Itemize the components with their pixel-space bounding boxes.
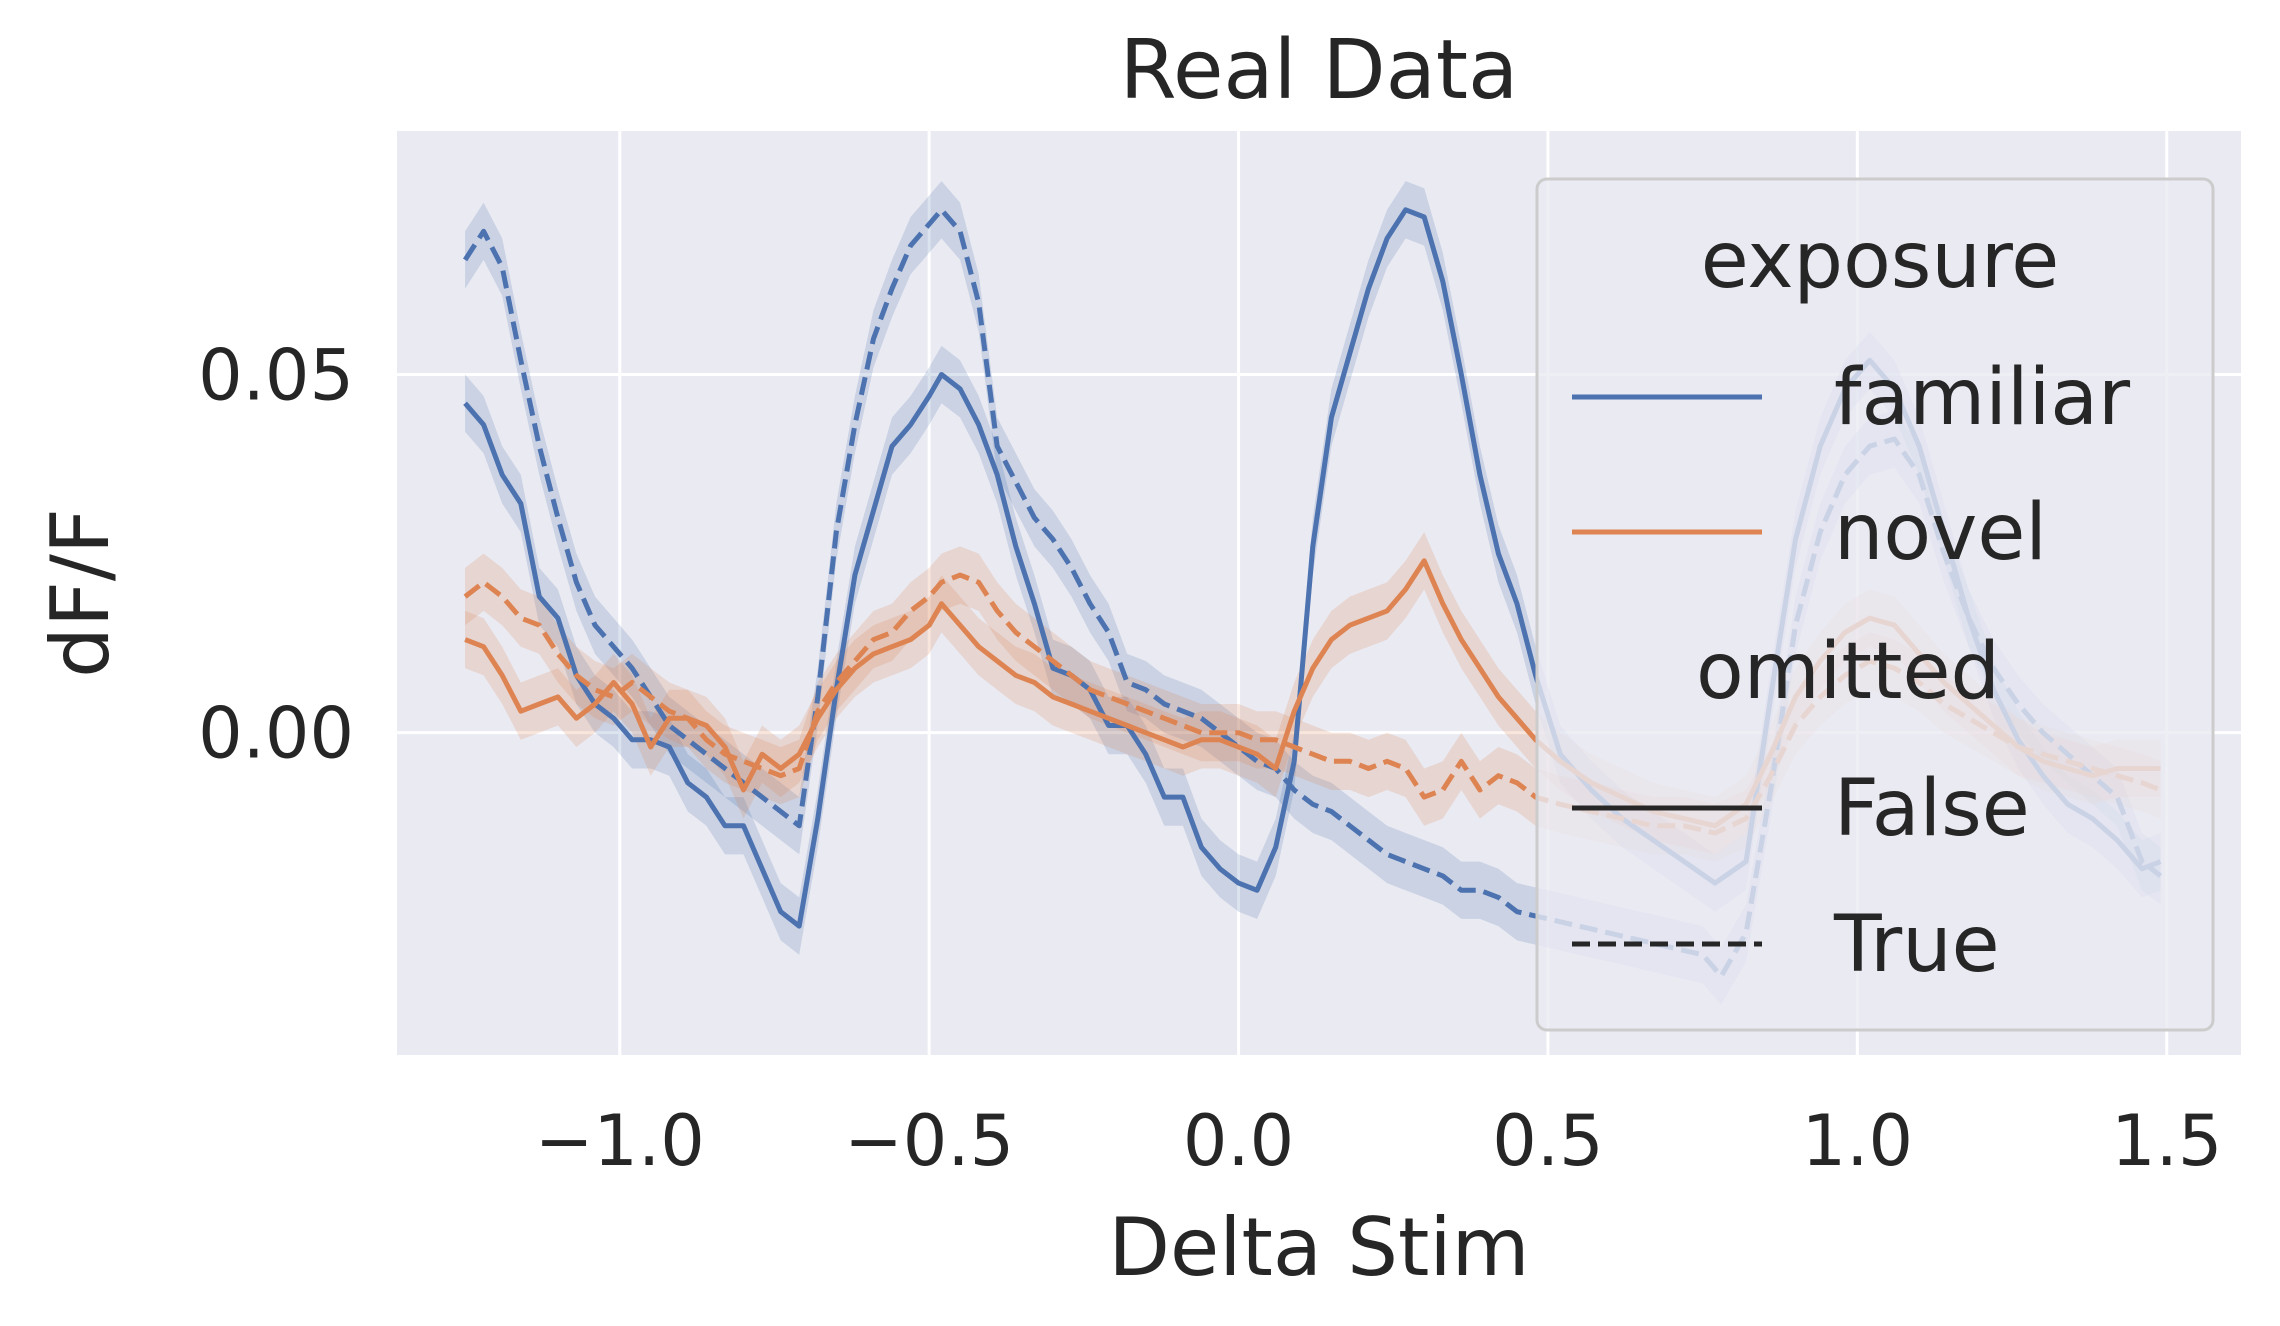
legend-label-novel: novel: [1834, 488, 2047, 578]
x-tick-label: 0.0: [1183, 1100, 1294, 1182]
legend-label-true: True: [1833, 900, 2000, 990]
x-tick-label: 1.5: [2111, 1100, 2222, 1182]
x-tick-label: −0.5: [844, 1100, 1014, 1182]
legend-title-omitted: omitted: [1696, 627, 2000, 717]
legend-box: [1535, 177, 2215, 1032]
x-tick-label: −1.0: [535, 1100, 705, 1182]
y-tick-label: 0.00: [198, 693, 354, 775]
y-tick-label: 0.05: [198, 335, 354, 417]
band-novel-false: [465, 532, 2161, 855]
chart-title: Real Data: [1120, 23, 1519, 118]
legend-label-false: False: [1834, 764, 2030, 854]
y-axis-title: dF/F: [34, 508, 127, 678]
legend-label-familiar: familiar: [1834, 353, 2131, 443]
x-tick-label: 1.0: [1802, 1100, 1913, 1182]
band-novel-true: [465, 546, 2161, 862]
y-tick-labels: 0.00 0.05: [198, 335, 354, 775]
x-axis-title: Delta Stim: [1108, 1201, 1529, 1294]
legend-title-exposure: exposure: [1701, 216, 2059, 306]
legend: exposure familiar novel omitted False Tr…: [1535, 177, 2215, 1032]
x-tick-labels: −1.0 −0.5 0.0 0.5 1.0 1.5: [535, 1100, 2223, 1182]
x-tick-label: 0.5: [1492, 1100, 1603, 1182]
